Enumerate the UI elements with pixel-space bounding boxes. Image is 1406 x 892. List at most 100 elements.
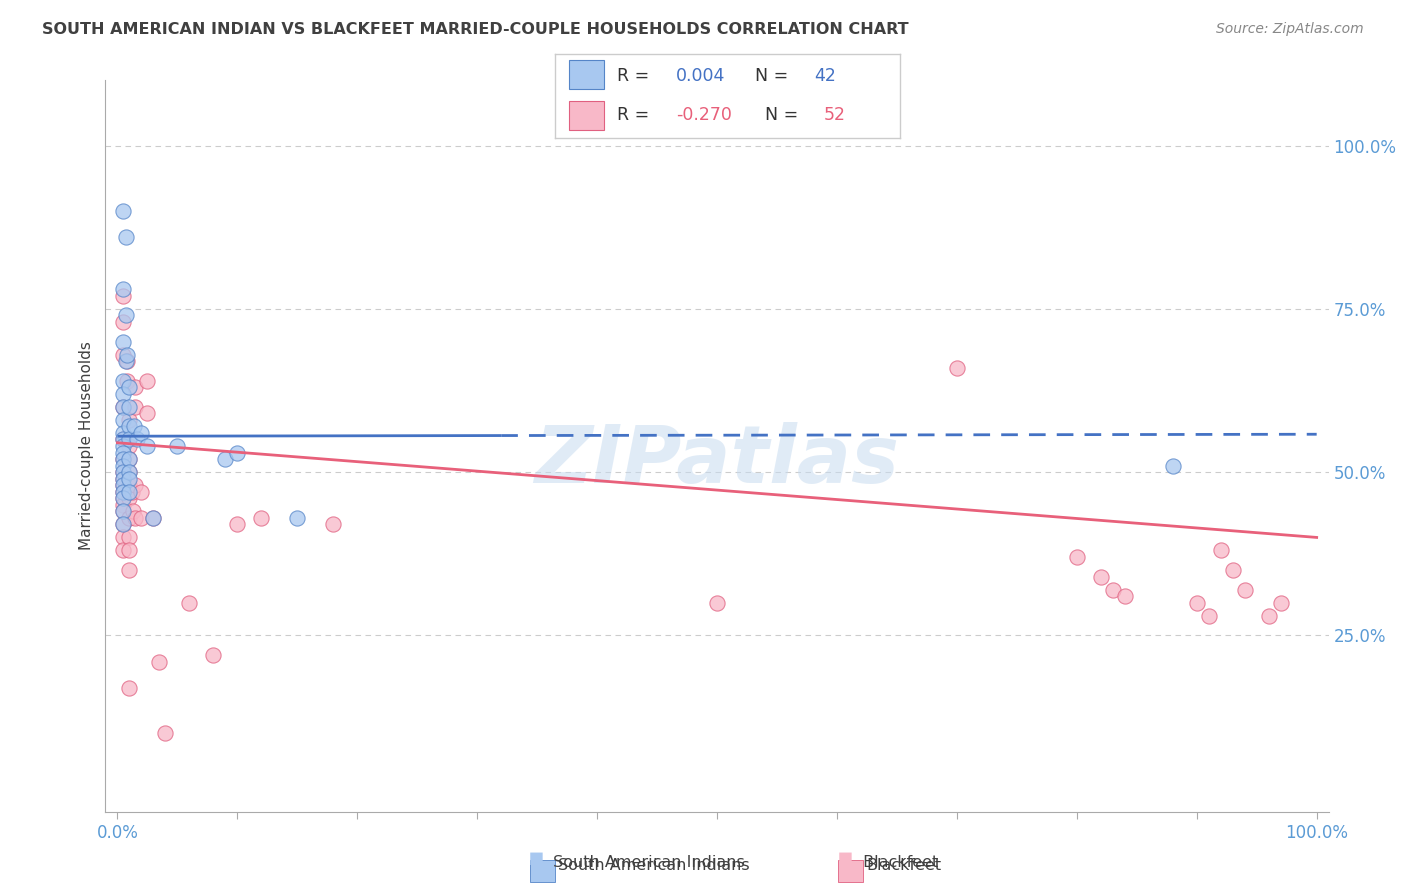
Point [112,334,135,349]
Point [1222,563,1244,577]
Point [115,309,138,323]
Point [226,445,249,459]
FancyBboxPatch shape [569,101,603,130]
Point [124,400,146,414]
Point [112,504,135,518]
Text: ▪: ▪ [527,846,544,870]
Point [112,517,135,532]
Point [112,386,135,401]
Point [112,413,135,427]
Point [166,439,188,453]
Point [112,465,135,479]
Point [124,478,146,492]
Point [136,439,159,453]
Point [121,484,143,499]
Point [124,511,146,525]
Point [118,433,141,447]
Point [322,517,344,532]
Point [118,530,141,544]
Point [112,203,135,218]
Point [1209,543,1232,558]
Point [118,452,141,467]
Point [112,445,135,459]
Point [115,230,138,244]
Point [1198,608,1220,623]
Point [136,406,159,420]
Point [122,419,145,434]
Point [136,374,159,388]
Text: 0.004: 0.004 [676,67,725,85]
Text: ZIPatlas: ZIPatlas [534,422,900,500]
Point [131,425,153,440]
Point [118,380,141,394]
Point [112,491,135,506]
Point [115,354,138,368]
Point [285,511,308,525]
Point [112,282,135,296]
Text: Source: ZipAtlas.com: Source: ZipAtlas.com [1216,22,1364,37]
Point [946,360,969,375]
Point [118,543,141,558]
Point [1090,569,1112,583]
Point [118,400,141,414]
Point [179,596,201,610]
Point [112,433,135,447]
Point [112,348,135,362]
Point [112,478,135,492]
Text: 42: 42 [814,67,835,85]
Point [142,511,165,525]
Point [112,498,135,512]
Point [112,472,135,486]
Point [1233,582,1256,597]
Point [118,465,141,479]
Point [1114,589,1136,603]
Point [112,439,135,453]
Text: Blackfeet: Blackfeet [866,858,941,872]
FancyBboxPatch shape [569,61,603,89]
Point [124,380,146,394]
Text: -0.270: -0.270 [676,106,731,124]
Text: South American Indians: South American Indians [558,858,749,872]
Text: South American Indians: South American Indians [548,855,745,870]
Text: R =: R = [617,106,655,124]
Point [214,452,236,467]
Point [118,472,141,486]
Point [112,465,135,479]
Point [112,458,135,473]
Point [118,419,141,434]
Point [118,484,141,499]
Point [706,596,728,610]
Point [115,374,138,388]
Point [115,348,138,362]
Point [1185,596,1208,610]
Text: N =: N = [765,106,804,124]
Point [112,374,135,388]
Point [115,354,138,368]
Y-axis label: Married-couple Households: Married-couple Households [79,342,94,550]
Point [112,433,135,447]
Point [118,563,141,577]
Text: 52: 52 [824,106,846,124]
Point [118,511,141,525]
Point [118,413,141,427]
Text: N =: N = [755,67,794,85]
Point [112,530,135,544]
Point [202,648,225,662]
Point [118,491,141,506]
Point [112,452,135,467]
Point [112,289,135,303]
Point [118,478,141,492]
Point [112,315,135,329]
Point [131,484,153,499]
Point [122,504,145,518]
Text: Blackfeet: Blackfeet [858,855,938,870]
Point [112,484,135,499]
Point [118,439,141,453]
Point [112,504,135,518]
Point [112,400,135,414]
Point [1161,458,1184,473]
Point [112,425,135,440]
Point [1257,608,1279,623]
Point [1101,582,1123,597]
Point [112,452,135,467]
